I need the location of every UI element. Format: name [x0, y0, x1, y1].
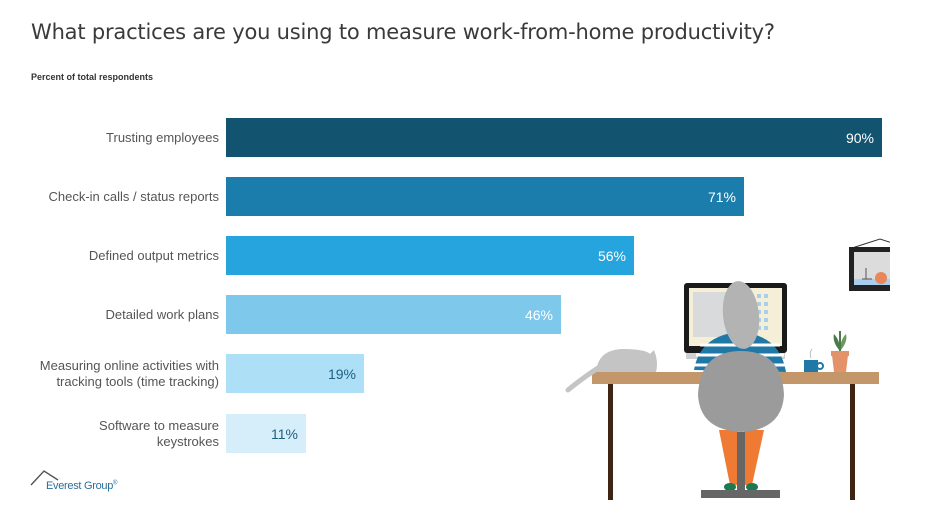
- category-label: Defined output metrics: [88, 247, 219, 263]
- chart-row: Check-in calls / status reports 71%: [0, 177, 945, 216]
- value-label: 71%: [707, 188, 736, 205]
- bar: 71%: [226, 177, 744, 216]
- value-label: 19%: [327, 365, 356, 382]
- plant-icon: [831, 331, 849, 372]
- chart-row: Measuring online activities with trackin…: [0, 354, 945, 393]
- everest-group-logo: Everest Group®: [30, 468, 140, 498]
- bar: 90%: [226, 118, 882, 157]
- category-label: Measuring online activities with trackin…: [39, 357, 219, 389]
- value-label: 11%: [271, 425, 298, 442]
- value-label: 56%: [597, 247, 626, 264]
- chart-row: Defined output metrics 56%: [0, 236, 945, 275]
- logo-text: Everest Group®: [46, 480, 118, 492]
- chart-row: Software to measure keystrokes 11%: [0, 414, 945, 453]
- category-label: Software to measure keystrokes: [99, 417, 219, 449]
- work-from-home-illustration: [565, 238, 890, 500]
- chart-title: What practices are you using to measure …: [31, 20, 775, 44]
- cat-icon: [565, 349, 657, 393]
- chart-subtitle: Percent of total respondents: [31, 72, 154, 82]
- category-label: Check-in calls / status reports: [48, 188, 219, 204]
- bar: 56%: [226, 236, 634, 275]
- category-label: Trusting employees: [106, 129, 219, 145]
- value-label: 46%: [524, 306, 553, 323]
- mug-icon: [804, 348, 824, 372]
- framed-picture-icon: [849, 238, 890, 291]
- bar: 19%: [226, 354, 364, 393]
- bar: 46%: [226, 295, 561, 334]
- mountain-icon: [30, 470, 59, 486]
- bar: 11%: [226, 414, 306, 453]
- value-label: 90%: [845, 129, 874, 146]
- category-label: Detailed work plans: [105, 306, 219, 322]
- chart-row: Detailed work plans 46%: [0, 295, 945, 334]
- chair-icon: [698, 351, 784, 498]
- chart-row: Trusting employees 90%: [0, 118, 945, 157]
